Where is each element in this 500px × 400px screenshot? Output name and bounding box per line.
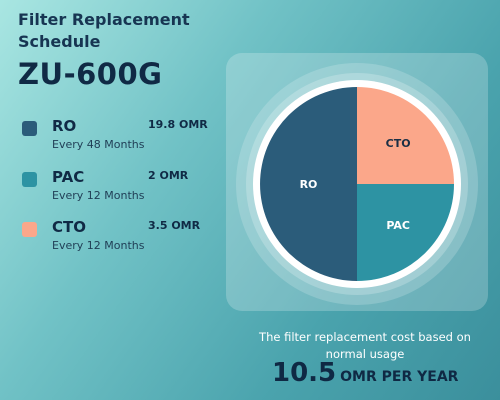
legend-price-pac: 2 OMR <box>148 169 189 182</box>
cost-caption: The filter replacement cost based on nor… <box>259 330 471 361</box>
legend-item-pac: PAC 2 OMR Every 12 Months <box>22 168 222 210</box>
legend-label-pac: PAC <box>52 168 85 186</box>
pie-label-ro: RO <box>300 178 318 191</box>
annual-total: 10.5 OMR PER YEAR <box>272 358 458 388</box>
model-name: ZU-600G <box>18 57 163 91</box>
total-value: 10.5 <box>272 358 337 388</box>
legend-frequency-ro: Every 48 Months <box>52 138 145 151</box>
total-unit: OMR PER YEAR <box>340 369 459 385</box>
legend-price-cto: 3.5 OMR <box>148 219 201 232</box>
legend-swatch-ro <box>22 121 37 136</box>
pie-chart: RO CTO PAC <box>236 63 478 305</box>
page-title: Filter Replacement Schedule <box>18 10 190 51</box>
legend-label-ro: RO <box>52 117 77 135</box>
pie-label-cto: CTO <box>386 137 411 150</box>
pie-label-pac: PAC <box>386 219 410 232</box>
legend-frequency-pac: Every 12 Months <box>52 189 145 202</box>
legend-swatch-pac <box>22 172 37 187</box>
pie-slice-pac <box>357 184 454 281</box>
legend-item-cto: CTO 3.5 OMR Every 12 Months <box>22 218 222 260</box>
pie-slice-cto <box>357 87 454 184</box>
legend-label-cto: CTO <box>52 218 86 236</box>
legend-frequency-cto: Every 12 Months <box>52 239 145 252</box>
legend-swatch-cto <box>22 222 37 237</box>
pie-slice-ro <box>260 87 357 281</box>
legend-item-ro: RO 19.8 OMR Every 48 Months <box>22 117 222 159</box>
legend-price-ro: 19.8 OMR <box>148 118 208 131</box>
